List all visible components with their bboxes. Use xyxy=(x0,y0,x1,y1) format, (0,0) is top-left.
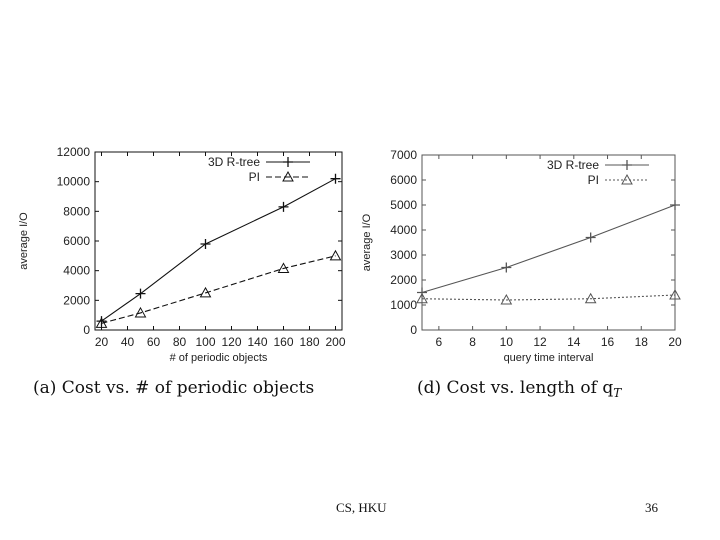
plot-frame xyxy=(421,154,676,331)
data-point-plus xyxy=(501,262,512,273)
legend-label: PI xyxy=(249,170,260,184)
data-point-plus xyxy=(135,288,146,299)
y-tick-label: 1000 xyxy=(390,298,417,312)
y-tick-label: 12000 xyxy=(57,145,91,159)
legend-label: 3D R-tree xyxy=(208,155,260,169)
y-tick-label: 2000 xyxy=(390,273,417,287)
plot-frame xyxy=(94,151,343,331)
data-point-triangle xyxy=(199,286,212,298)
footer-text: CS, HKU xyxy=(336,500,387,515)
x-tick-label: 60 xyxy=(147,335,161,349)
chart-d-caption: (d) Cost vs. length of qT xyxy=(417,378,622,400)
data-point-triangle xyxy=(669,288,681,300)
legend-marker-triangle xyxy=(621,173,633,185)
x-axis-label: # of periodic objects xyxy=(170,352,268,364)
x-tick-label: 16 xyxy=(601,335,615,349)
x-tick-label: 120 xyxy=(221,335,241,349)
x-tick-label: 10 xyxy=(500,335,514,349)
chart-cost-vs-periodic-objects: 0 2000 4000 6000 8000 10000 12000 20 40 60 80 100 12… xyxy=(18,145,346,364)
chart-a-caption: (a) Cost vs. # of periodic objects xyxy=(33,378,315,398)
data-point-plus xyxy=(670,200,680,210)
y-tick-label: 5000 xyxy=(390,198,417,212)
data-point-plus xyxy=(200,238,211,249)
chart-d-caption-sub: T xyxy=(613,386,622,400)
x-tick-label: 140 xyxy=(247,335,267,349)
legend-label: 3D R-tree xyxy=(547,158,599,172)
data-point-triangle xyxy=(95,317,108,328)
y-tick-label: 6000 xyxy=(63,234,90,248)
y-tick-label: 8000 xyxy=(63,204,90,218)
x-tick-label: 14 xyxy=(567,335,581,349)
y-tick-label: 4000 xyxy=(63,264,90,278)
chart-cost-vs-query-length: 0 1000 2000 3000 4000 5000 6000 7000 6 8 10 12 14 16 1… xyxy=(361,148,682,364)
x-tick-label: 6 xyxy=(436,335,443,349)
y-tick-label: 7000 xyxy=(390,148,417,162)
legend-marker-triangle xyxy=(282,170,294,182)
data-point-triangle xyxy=(500,293,513,305)
x-axis-label: query time interval xyxy=(504,352,594,364)
page-number: 36 xyxy=(645,500,658,515)
y-axis-label: average I/O xyxy=(361,213,373,271)
legend-label: PI xyxy=(588,173,599,187)
y-tick-label: 3000 xyxy=(390,248,417,262)
y-axis-label: average I/O xyxy=(18,212,30,270)
data-point-triangle xyxy=(329,249,342,261)
y-tick-label: 6000 xyxy=(390,173,417,187)
x-tick-label: 20 xyxy=(668,335,682,349)
y-tick-label: 4000 xyxy=(390,223,417,237)
data-point-triangle xyxy=(277,262,290,273)
y-tick-label: 0 xyxy=(410,323,417,337)
data-point-triangle xyxy=(584,292,597,304)
y-tick-label: 0 xyxy=(83,323,90,337)
x-tick-label: 180 xyxy=(299,335,319,349)
data-point-plus xyxy=(278,201,289,212)
x-tick-label: 40 xyxy=(121,335,135,349)
x-tick-label: 18 xyxy=(635,335,649,349)
y-tick-label: 10000 xyxy=(57,175,91,189)
x-tick-label: 200 xyxy=(325,335,345,349)
series-line-3d-r-tree xyxy=(421,204,676,294)
series-line-pi xyxy=(421,294,676,301)
legend-marker-plus xyxy=(622,160,632,170)
data-point-triangle xyxy=(416,292,428,304)
x-tick-label: 20 xyxy=(95,335,109,349)
legend-marker-plus xyxy=(283,157,293,167)
data-point-plus xyxy=(417,287,427,298)
x-tick-label: 100 xyxy=(195,335,215,349)
x-tick-label: 12 xyxy=(533,335,547,349)
data-point-plus xyxy=(330,173,341,184)
data-point-plus xyxy=(585,232,596,243)
data-point-triangle xyxy=(134,306,147,318)
x-tick-label: 80 xyxy=(173,335,187,349)
series-line-pi xyxy=(101,255,336,324)
chart-d-caption-text: (d) Cost vs. length of q xyxy=(417,378,614,398)
y-tick-label: 2000 xyxy=(63,293,90,307)
x-tick-label: 160 xyxy=(273,335,293,349)
series-line-3d-r-tree xyxy=(101,178,336,322)
x-tick-label: 8 xyxy=(469,335,476,349)
